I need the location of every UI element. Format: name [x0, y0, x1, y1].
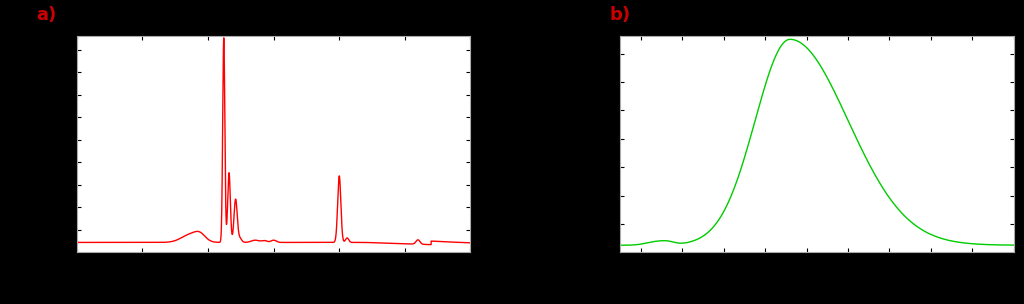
X-axis label: Wavelength/nm: Wavelength/nm: [768, 276, 866, 289]
Y-axis label: Counts/10⁵: Counts/10⁵: [35, 110, 48, 179]
X-axis label: Wavelength/nm: Wavelength/nm: [224, 276, 323, 289]
Y-axis label: Counts/10⁵: Counts/10⁵: [589, 110, 602, 179]
Text: a): a): [36, 6, 56, 24]
Text: b): b): [610, 6, 631, 24]
